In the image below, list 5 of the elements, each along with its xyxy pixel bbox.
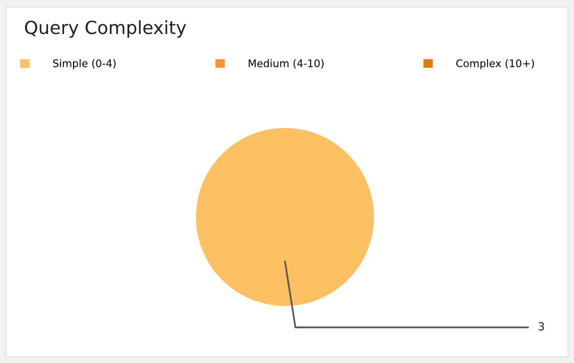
chart-title: Query Complexity (25, 20, 186, 38)
legend-label: Simple (0-4) (53, 59, 116, 70)
legend-label: Medium (4-10) (248, 59, 324, 68)
legend-label: Complex (10+) (456, 59, 534, 70)
data-label: 3 (538, 322, 544, 331)
